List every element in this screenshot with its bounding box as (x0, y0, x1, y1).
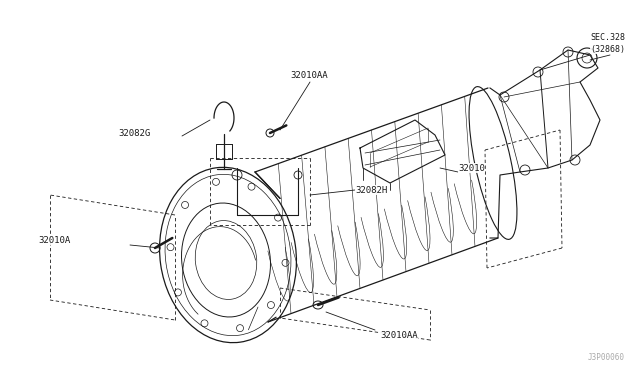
Text: 32010AA: 32010AA (380, 330, 418, 340)
Text: 32010A: 32010A (38, 235, 70, 244)
Text: (32868): (32868) (590, 45, 625, 54)
Text: 32082H: 32082H (355, 186, 387, 195)
Text: 32082G: 32082G (118, 128, 150, 138)
Text: 32010AA: 32010AA (290, 71, 328, 80)
Text: J3P00060: J3P00060 (588, 353, 625, 362)
Text: SEC.328: SEC.328 (590, 33, 625, 42)
Text: 32010: 32010 (458, 164, 485, 173)
